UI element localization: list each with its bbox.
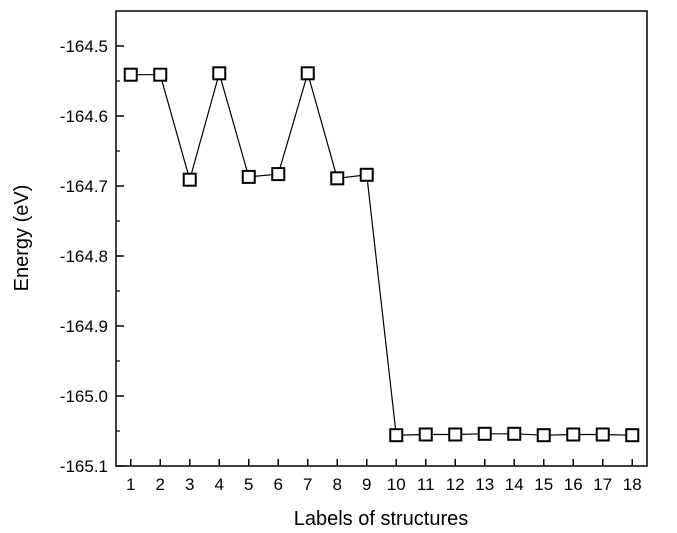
x-axis-tick-labels: 1 2 3 4 5 6 7 8 9 10 11 12 13 14 15 16 17 18: [126, 475, 642, 494]
data-point-marker: [330, 171, 345, 186]
y-tick-label: -164.8: [60, 247, 108, 266]
data-point-marker: [123, 67, 138, 82]
data-point-marker: [389, 428, 404, 443]
data-point-marker: [595, 427, 610, 442]
data-point-marker: [212, 66, 227, 81]
data-point-marker: [241, 169, 256, 184]
data-point-marker: [271, 167, 286, 182]
x-tick-label: 10: [387, 475, 406, 494]
data-point-marker: [418, 427, 433, 442]
x-tick-label: 4: [215, 475, 224, 494]
x-tick-label: 17: [593, 475, 612, 494]
data-point-marker: [182, 172, 197, 187]
x-tick-label: 6: [274, 475, 283, 494]
data-point-marker: [153, 67, 168, 82]
data-point-marker: [566, 427, 581, 442]
x-tick-label: 11: [417, 475, 435, 494]
x-tick-label: 1: [126, 475, 135, 494]
data-point-marker: [625, 428, 640, 443]
y-tick-label: -165.0: [60, 387, 108, 406]
data-point-marker: [507, 426, 522, 441]
y-axis-ticks: [116, 45, 124, 467]
x-tick-label: 8: [333, 475, 342, 494]
data-point-marker: [536, 428, 551, 443]
x-axis-ticks: [130, 459, 633, 466]
x-tick-label: 16: [564, 475, 583, 494]
y-tick-label: -164.6: [60, 107, 108, 126]
energy-series-points: [123, 66, 640, 443]
x-tick-label: 15: [534, 475, 553, 494]
energy-series-line: [130, 71, 633, 436]
x-tick-label: 2: [156, 475, 165, 494]
x-tick-label: 3: [185, 475, 194, 494]
y-tick-label: -164.9: [60, 317, 108, 336]
x-tick-label: 5: [244, 475, 253, 494]
plot-frame: [115, 10, 648, 467]
y-tick-label: -164.7: [60, 177, 108, 196]
x-axis-title: Labels of structures: [294, 508, 469, 530]
y-tick-label: -165.1: [60, 457, 108, 476]
y-axis-title: Energy (eV): [11, 185, 33, 292]
x-tick-label: 14: [505, 475, 524, 494]
x-tick-label: 7: [303, 475, 312, 494]
y-tick-label: -164.5: [60, 37, 108, 56]
data-point-marker: [448, 427, 463, 442]
x-tick-label: 13: [475, 475, 494, 494]
x-tick-label: 18: [623, 475, 642, 494]
x-tick-label: 9: [362, 475, 371, 494]
data-point-marker: [300, 66, 315, 81]
x-tick-label: 12: [446, 475, 465, 494]
data-point-marker: [359, 167, 374, 182]
data-point-marker: [477, 426, 492, 441]
y-axis-tick-labels: -164.5 -164.6 -164.7 -164.8 -164.9 -165.0 -165…: [60, 37, 108, 476]
